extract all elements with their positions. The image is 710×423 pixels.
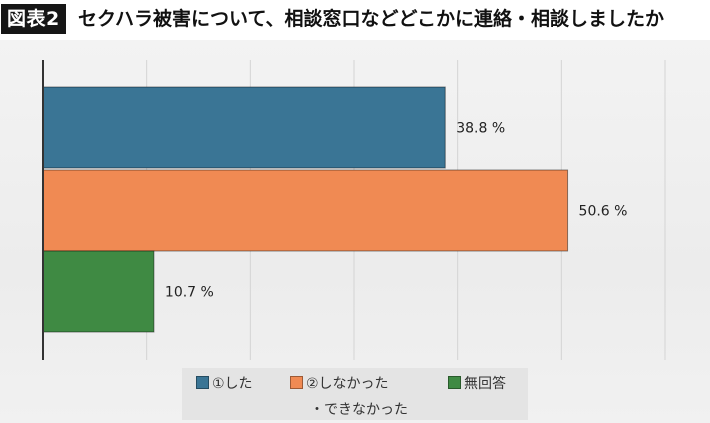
legend-item-did: ①した — [196, 373, 253, 393]
legend-label-did: ①した — [212, 376, 253, 392]
data-label: 10.7 % — [165, 285, 214, 301]
legend-swatch-did-not — [290, 376, 303, 389]
bar-no-answer — [42, 250, 155, 333]
bar-chart: 38.8 % 50.6 % 10.7 % — [42, 60, 666, 360]
legend: ①した ②しなかった 無回答 ・できなかった — [182, 368, 528, 420]
data-label: 50.6 % — [579, 204, 628, 220]
legend-label-did-not: ②しなかった — [306, 376, 389, 392]
bar-did-not — [42, 169, 569, 252]
chart-title: セクハラ被害について、相談窓口などどこかに連絡・相談しましたか — [78, 8, 664, 30]
data-label: 38.8 % — [456, 121, 505, 137]
legend-label-continuation: ・できなかった — [310, 402, 408, 418]
bar-did — [42, 86, 446, 169]
legend-label-no-answer: 無回答 — [464, 376, 506, 392]
legend-item-no-answer: 無回答 — [448, 373, 506, 393]
legend-item-did-not: ②しなかった — [290, 373, 389, 393]
figure-badge: 図表2 — [1, 4, 66, 34]
title-row: 図表2 セクハラ被害について、相談窓口などどこかに連絡・相談しましたか — [0, 0, 710, 40]
legend-swatch-no-answer — [448, 376, 461, 389]
legend-swatch-did — [196, 376, 209, 389]
